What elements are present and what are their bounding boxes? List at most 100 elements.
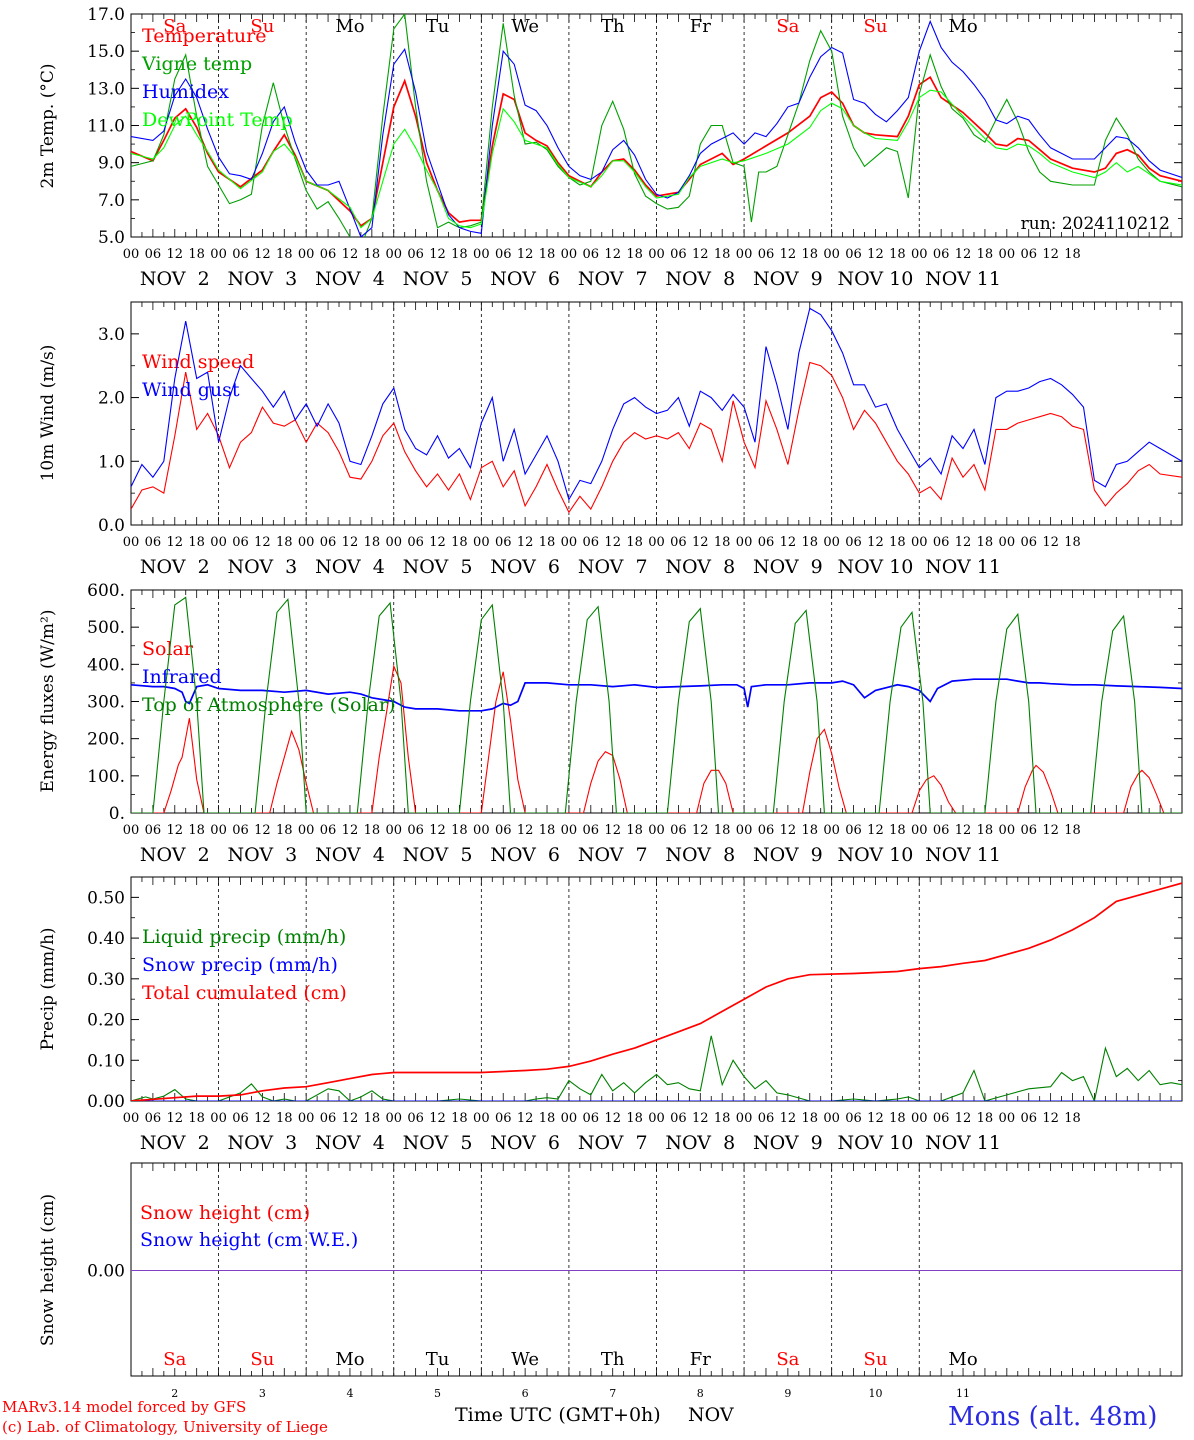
date-label: NOV 6 [490, 268, 560, 290]
hour-label: 18 [714, 1111, 731, 1126]
weekday-label: Su [863, 1349, 887, 1370]
date-label: NOV 5 [403, 268, 473, 290]
weekday-label: Mo [335, 1349, 364, 1370]
hour-label: 00 [210, 247, 227, 262]
y-tick-label: 0.00 [87, 1262, 125, 1282]
hour-label: 18 [276, 1111, 293, 1126]
weekday-label: Mo [335, 16, 364, 37]
hour-label: 18 [188, 247, 205, 262]
hour-label: 18 [714, 535, 731, 550]
hour-label: 06 [407, 535, 424, 550]
y-tick-label: 9.0 [98, 154, 125, 174]
hour-label: 00 [561, 535, 578, 550]
hour-label: 06 [1020, 823, 1037, 838]
hour-label: 18 [977, 1111, 994, 1126]
weekday-label: Tu [426, 1349, 450, 1370]
weekday-label: Sa [163, 1349, 186, 1370]
day-number: 5 [434, 1387, 441, 1400]
hour-label: 06 [758, 247, 775, 262]
hour-label: 18 [626, 247, 643, 262]
hour-label: 00 [298, 247, 315, 262]
y-tick-label: 3.0 [98, 325, 125, 345]
hour-label: 12 [167, 823, 184, 838]
hour-label: 06 [232, 247, 249, 262]
hour-label: 12 [780, 1111, 797, 1126]
hour-label: 18 [364, 247, 381, 262]
y-tick-label: 0.30 [87, 970, 125, 990]
hour-label: 18 [889, 535, 906, 550]
y-tick-label: 2.0 [98, 389, 125, 409]
hour-label: 06 [407, 1111, 424, 1126]
date-label: NOV 3 [227, 844, 297, 866]
weekday-label: We [511, 1349, 539, 1370]
date-label: NOV 8 [665, 556, 735, 578]
hour-label: 00 [123, 1111, 140, 1126]
hour-label: 12 [692, 823, 709, 838]
hour-label: 00 [385, 1111, 402, 1126]
hour-label: 06 [670, 1111, 687, 1126]
y-tick-label: 600. [87, 581, 125, 601]
hour-label: 18 [889, 247, 906, 262]
legend-entry: Total cumulated (cm) [142, 982, 347, 1004]
hour-label: 18 [801, 823, 818, 838]
run-annotation: run: 2024110212 [1021, 214, 1170, 234]
y-tick-label: 500. [87, 618, 125, 638]
hour-label: 12 [604, 535, 621, 550]
y-tick-label: 0.20 [87, 1011, 125, 1031]
hour-label: 06 [1020, 247, 1037, 262]
hour-label: 18 [977, 247, 994, 262]
hour-label: 00 [911, 823, 928, 838]
hour-label: 18 [276, 247, 293, 262]
date-label: NOV 2 [140, 268, 210, 290]
hour-label: 00 [298, 823, 315, 838]
hour-label: 06 [845, 1111, 862, 1126]
hour-label: 12 [955, 1111, 972, 1126]
hour-label: 00 [298, 1111, 315, 1126]
date-label: NOV 5 [403, 844, 473, 866]
hour-label: 12 [1042, 823, 1059, 838]
hour-label: 12 [517, 247, 534, 262]
y-tick-label: 1.0 [98, 452, 125, 472]
hour-label: 18 [1064, 535, 1081, 550]
y-tick-label: 300. [87, 693, 125, 713]
y-tick-label: 5.0 [98, 228, 125, 248]
hour-label: 12 [254, 247, 271, 262]
hour-label: 06 [320, 535, 337, 550]
hour-label: 18 [889, 823, 906, 838]
series-line [131, 14, 1182, 237]
hour-label: 18 [539, 823, 556, 838]
hour-label: 06 [495, 823, 512, 838]
hour-label: 06 [670, 535, 687, 550]
hour-label: 12 [867, 535, 884, 550]
hour-label: 12 [167, 535, 184, 550]
date-label: NOV 4 [315, 844, 385, 866]
hour-label: 06 [145, 247, 162, 262]
hour-label: 12 [867, 1111, 884, 1126]
legend-entry: Snow height (cm W.E.) [140, 1229, 358, 1251]
hour-label: 00 [823, 823, 840, 838]
hour-label: 12 [604, 247, 621, 262]
hour-label: 18 [801, 535, 818, 550]
date-label: NOV 7 [578, 844, 648, 866]
day-number: 4 [346, 1387, 353, 1400]
hour-label: 00 [736, 535, 753, 550]
series-line [131, 19, 1182, 237]
day-number: 3 [259, 1387, 266, 1400]
y-tick-label: 11.0 [87, 117, 125, 137]
hour-label: 12 [1042, 535, 1059, 550]
date-label: NOV 6 [490, 1132, 560, 1154]
hour-label: 06 [320, 247, 337, 262]
legend-entry: Temperature [142, 25, 266, 47]
series-line [131, 678, 1182, 712]
hour-label: 12 [604, 823, 621, 838]
hour-label: 00 [999, 247, 1016, 262]
day-number: 9 [784, 1387, 791, 1400]
weekday-label: Su [863, 16, 887, 37]
hour-label: 18 [1064, 823, 1081, 838]
day-number: 6 [522, 1387, 529, 1400]
hour-label: 12 [692, 247, 709, 262]
series-line [131, 1035, 1182, 1101]
hour-label: 06 [407, 247, 424, 262]
hour-label: 12 [342, 1111, 359, 1126]
